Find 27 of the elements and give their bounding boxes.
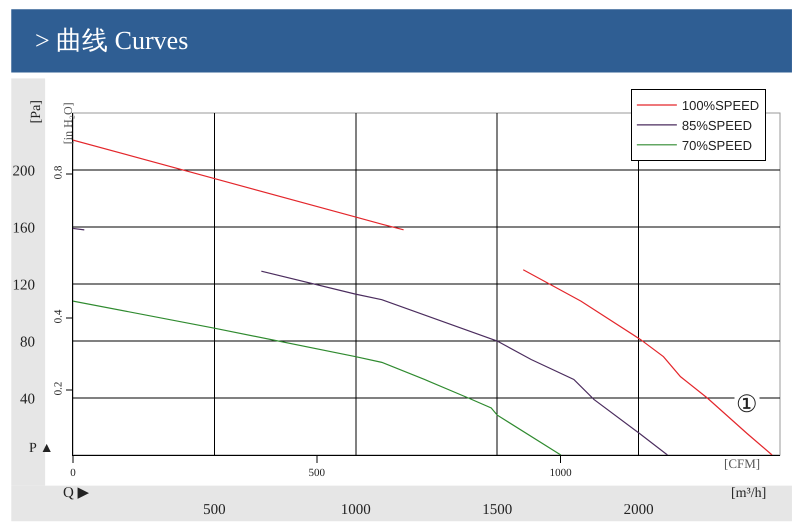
y-tick-label: 120 [12,277,35,294]
text: P ▲ [29,441,54,456]
y-tick-label: 200 [12,163,35,180]
legend-label: 85%SPEED [682,118,752,133]
x-tick-label: 500 [203,502,226,518]
x2-tick-label: 0 [70,467,76,480]
y-axis-title: [Pa] [29,100,44,124]
x2-tick-label: 1000 [550,467,572,480]
x-tick-label: 2000 [624,502,654,518]
x2-tick-label: 500 [308,467,326,480]
legend-label: 100%SPEED [682,98,760,114]
y-tick-label: 40 [20,391,35,408]
y2-tick-label: 0.4 [52,309,65,324]
x-tick-label: 1500 [482,502,512,518]
annotation: ① [736,392,758,418]
x-tick-label: 1000 [340,502,371,518]
x2-axis-title: [CFM] [724,456,760,471]
line-series [73,300,562,455]
text: Q ▶ [63,485,90,501]
x-axis-title: [m³/h] [731,486,766,501]
y2-axis-title: [in H₂O] [60,102,75,144]
y-tick-label: 80 [20,334,35,350]
y2-tick-label: 0.2 [52,382,65,396]
y-tick-label: 160 [12,220,35,236]
y2-tick-label: 0.8 [52,165,65,180]
legend-label: 70%SPEED [682,138,752,153]
chart-title: > 曲线 Curves [35,26,188,55]
